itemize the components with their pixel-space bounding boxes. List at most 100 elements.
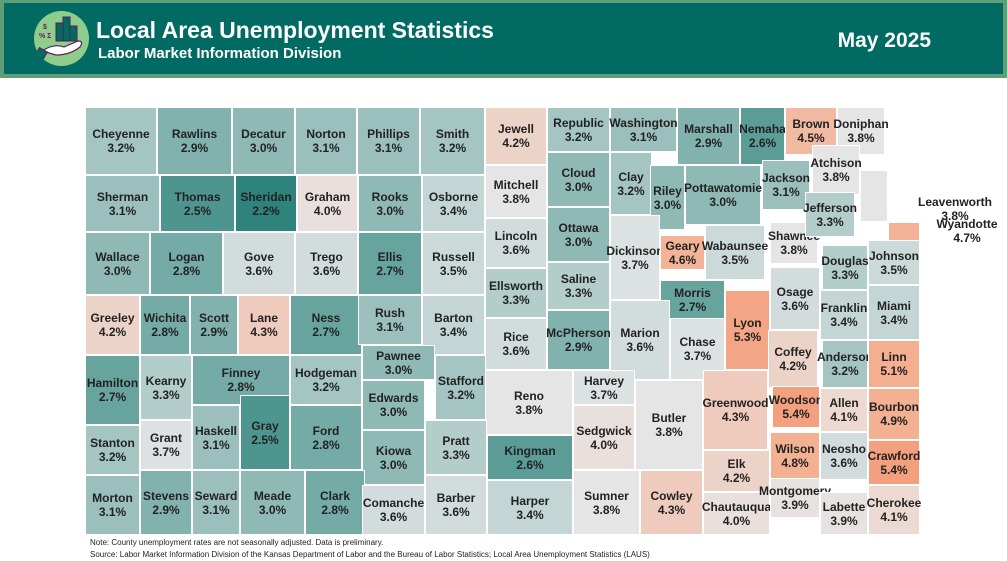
county-rate: 3.6% [245, 263, 273, 278]
county-thomas: Thomas 2.5% [160, 175, 235, 232]
county-logan: Logan 2.8% [150, 232, 223, 295]
county-rate: 3.2% [107, 141, 135, 155]
county-nemaha: Nemaha 2.6% [739, 107, 786, 165]
county-rate: 4.1% [830, 410, 858, 424]
county-greenwood: Greenwood 4.3% [703, 370, 769, 450]
county-wallace: Wallace 3.0% [85, 232, 150, 295]
county-rate: 4.0% [590, 437, 618, 452]
county-rate: 2.9% [180, 141, 209, 155]
county-rate: 3.3% [816, 214, 844, 229]
county-rate: 4.2% [502, 136, 530, 150]
header-banner: $ % Σ Local Area Unemployment Statistics… [0, 0, 1007, 78]
county-name: Edwards [368, 391, 419, 405]
county-rate: 2.8% [312, 437, 340, 452]
county-wabaunsee: Wabaunsee 3.5% [702, 225, 768, 280]
county-cloud: Cloud 3.0% [547, 152, 610, 207]
county-name: Rush [375, 306, 405, 320]
county-name: Dickinson [606, 243, 664, 258]
county-name: Pratt [442, 433, 470, 448]
county-rate: 3.8% [941, 209, 969, 223]
county-chautauqua: Chautauqua 4.0% [702, 492, 771, 535]
county-republic: Republic 3.2% [547, 107, 610, 152]
county-rush: Rush 3.1% [358, 295, 422, 345]
county-cowley: Cowley 4.3% [640, 470, 703, 535]
county-rate: 3.0% [709, 195, 737, 209]
county-name: Sumner [584, 488, 629, 503]
county-barber: Barber 3.6% [425, 475, 487, 535]
county-name: Morris [674, 286, 711, 300]
county-name: Elk [727, 457, 746, 471]
county-name: Lyon [733, 316, 762, 330]
county-name: Wichita [143, 311, 187, 325]
county-grant: Grant 3.7% [140, 420, 192, 470]
county-ellis: Ellis 2.7% [358, 232, 422, 295]
county-rate: 5.3% [733, 330, 762, 344]
footer-source: Source: Labor Market Information Divisio… [90, 550, 650, 559]
county-name: Republic [553, 115, 604, 130]
county-name: Hodgeman [294, 366, 357, 380]
county-rate: 2.6% [748, 136, 777, 150]
county-rate: 2.7% [678, 300, 707, 314]
county-rate: 4.3% [657, 502, 686, 517]
county-rate: 3.5% [721, 252, 749, 267]
county-rate: 3.3% [442, 447, 470, 462]
county-mitchell: Mitchell 3.8% [485, 165, 547, 218]
page-title: Local Area Unemployment Statistics [96, 17, 494, 43]
county-name: Barton [434, 311, 473, 325]
county-clark: Clark 2.8% [305, 470, 365, 535]
county-label: Leavenworth 3.8% [915, 195, 995, 223]
county-marshall: Marshall 2.9% [677, 107, 740, 165]
county-name: Coffey [774, 345, 812, 359]
county-rate: 3.1% [202, 502, 230, 517]
county-name: Cherokee [866, 496, 922, 510]
county-rate: 3.1% [202, 437, 230, 452]
county-rate: 3.8% [655, 425, 683, 439]
county-woodson: Woodson 5.4% [769, 386, 823, 428]
county-rate: 2.8% [227, 380, 255, 394]
county-mcpherson: McPherson 2.9% [546, 310, 611, 370]
county-rate: 5.1% [880, 364, 908, 378]
county-butler: Butler 3.8% [635, 380, 703, 470]
county-rate: 3.6% [502, 243, 530, 257]
county-douglas: Douglas 3.3% [821, 245, 869, 290]
county-rate: 4.0% [313, 203, 342, 218]
county-kearny: Kearny 3.3% [140, 355, 192, 420]
county-name: Lane [249, 311, 278, 325]
county-rate: 4.6% [668, 252, 697, 267]
county-rate: 4.1% [880, 510, 908, 524]
county-name: Meade [253, 488, 292, 503]
county-name: Stanton [90, 436, 135, 450]
county-sumner: Sumner 3.8% [573, 470, 640, 535]
county-ellsworth: Ellsworth 3.3% [485, 268, 547, 318]
county-jackson: Jackson 3.1% [762, 160, 810, 210]
county-label: Wyandotte 4.7% [927, 217, 1007, 245]
county-geary: Geary 4.6% [660, 235, 705, 270]
svg-text:% Σ: % Σ [39, 33, 51, 40]
county-rate: 3.0% [376, 203, 404, 218]
county-marion: Marion 3.6% [610, 300, 670, 380]
county-rate: 3.0% [249, 141, 278, 155]
county-pottawatomie: Pottawatomie 3.0% [684, 165, 762, 225]
county-name: Johnson [869, 248, 919, 263]
county-bourbon: Bourbon 4.9% [868, 388, 920, 440]
county-rate: 3.8% [592, 502, 621, 517]
county-name: Ellis [377, 249, 403, 264]
county-rate: 3.6% [502, 344, 530, 358]
county-name: Stafford [438, 373, 484, 388]
hand-holding-bar-chart-icon: $ % Σ [34, 11, 89, 66]
county-rate: 4.2% [779, 359, 807, 373]
county-rate: 2.8% [172, 263, 201, 278]
county-name: Sedgwick [576, 423, 632, 438]
county-name: Greeley [90, 311, 135, 325]
county-anderson: Anderson 3.2% [817, 340, 873, 388]
county-name: Decatur [241, 127, 286, 141]
county-atchison: Atchison 3.8% [810, 145, 862, 195]
county-jewell: Jewell 4.2% [485, 107, 547, 165]
county-name: Comanche [362, 496, 425, 510]
county-name: Pawnee [376, 348, 421, 363]
county-rate: 3.3% [564, 286, 593, 300]
county-name: Finney [221, 366, 261, 380]
county-rate: 3.4% [439, 203, 468, 218]
county-kingman: Kingman 2.6% [487, 435, 573, 480]
county-comanche: Comanche 3.6% [362, 485, 425, 535]
